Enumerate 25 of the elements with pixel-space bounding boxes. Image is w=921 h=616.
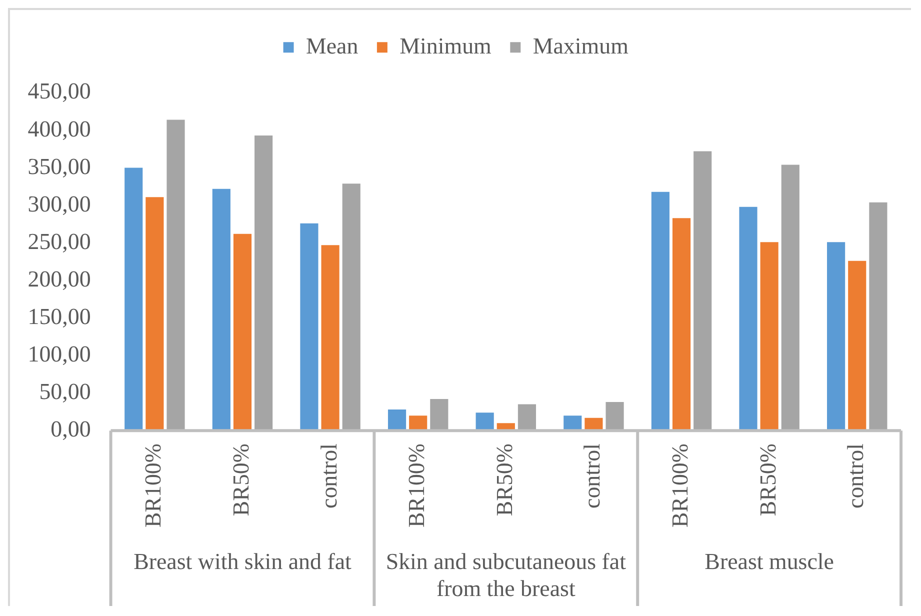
y-tick-label: 50,00 [39, 379, 91, 404]
y-tick-label: 150,00 [28, 304, 91, 329]
x-tick-label: BR50% [492, 444, 517, 516]
x-tick-label: control [580, 444, 605, 508]
y-tick-label: 200,00 [28, 266, 91, 292]
text: Skin and subcutaneous fat from the breast [386, 549, 627, 602]
y-tick-label: 250,00 [28, 228, 91, 254]
x-tick-label: BR100% [668, 444, 693, 528]
y-tick-label: 0,00 [50, 416, 91, 442]
y-tick-label: 400,00 [28, 116, 91, 142]
legend-label: Minimum [400, 33, 492, 58]
x-tick-label: control [843, 444, 868, 508]
text: Breast muscle [704, 549, 834, 574]
legend-label: Maximum [532, 33, 629, 58]
text: Breast with skin and fat [134, 549, 352, 574]
legend-label: Mean [306, 33, 359, 58]
x-tick-label: BR50% [755, 444, 780, 516]
y-tick-label: 450,00 [28, 78, 91, 104]
y-tick-label: 100,00 [28, 342, 91, 367]
x-tick-label: BR100% [404, 444, 430, 528]
y-tick-label: 300,00 [28, 191, 91, 216]
y-tick-label: 350,00 [28, 154, 91, 179]
x-tick-label: BR100% [140, 444, 166, 528]
x-tick-label: control [316, 444, 342, 508]
x-tick-label: BR50% [228, 444, 254, 516]
